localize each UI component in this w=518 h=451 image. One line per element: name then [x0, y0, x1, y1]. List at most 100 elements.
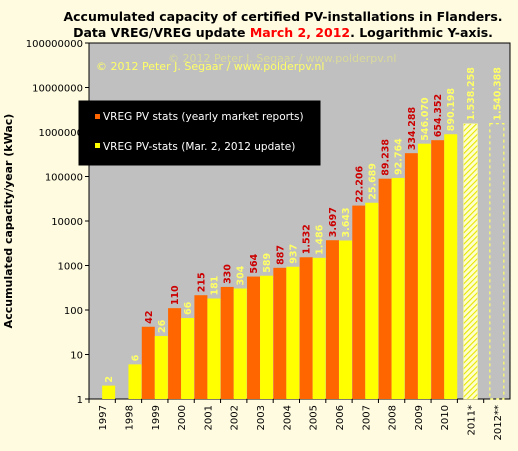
x-tick-label: 2010: [440, 405, 451, 430]
bar-value-label: 887: [275, 245, 286, 265]
bar-value-label: 25.689: [367, 163, 378, 200]
chart-subtitle: Data VREG/VREG update March 2, 2012. Log…: [73, 25, 493, 40]
chart-title: Accumulated capacity of certified PV-ins…: [63, 9, 502, 24]
y-tick-label: 1: [77, 395, 83, 406]
bar-value-label: 334.288: [407, 107, 418, 151]
x-tick-label: 2005: [309, 405, 320, 430]
x-tick-label: 1998: [124, 405, 135, 430]
bar-value-label: 110: [170, 285, 181, 305]
x-tick-label: 2003: [256, 405, 267, 430]
y-axis: 1 10 100 1000 10000 100000 1000000 10000000 1000…: [26, 39, 89, 406]
x-tick-label: 2000: [177, 405, 188, 430]
bar-market-report: [220, 286, 234, 399]
bar-value-label: 92.764: [394, 138, 405, 175]
bar-market-report: [404, 153, 418, 399]
bar-value-label: 890.198: [446, 88, 457, 132]
x-tick-label: 1999: [151, 405, 162, 430]
bar-value-label: 22.206: [354, 166, 365, 203]
x-tick-label: 2009: [414, 405, 425, 430]
subtitle-date: March 2, 2012: [250, 25, 350, 40]
y-tick-label: 1000000: [38, 128, 83, 139]
bar-value-label: 564: [249, 253, 260, 273]
bar-update-2012: [444, 134, 458, 399]
watermark-ghost: © 2012 Peter J. Segaar / www.polderpv.nl: [168, 52, 396, 65]
bar-update-2012: [154, 336, 168, 399]
bar-update-2012: [417, 143, 431, 399]
x-tick-label: 2007: [361, 405, 372, 430]
bar-value-label: 589: [262, 253, 273, 273]
bar-market-report: [247, 276, 261, 399]
y-tick-label: 100: [64, 306, 83, 317]
bar-value-label: 937: [288, 244, 299, 264]
bar-update-2012: [102, 385, 116, 399]
bar-value-label: 2: [104, 376, 115, 383]
projection-value-label: 1.538.258: [466, 67, 477, 121]
x-tick-label: 2002: [230, 405, 241, 430]
legend-label-orange: VREG PV stats (yearly market reports): [103, 111, 304, 123]
y-tick-label: 1000: [58, 262, 83, 273]
legend: VREG PV stats (yearly market reports) VR…: [78, 100, 321, 166]
bar-value-label: 6: [130, 354, 141, 361]
bar-update-2012: [181, 318, 195, 399]
legend-swatch-orange: [95, 114, 100, 119]
legend-swatch-yellow: [95, 143, 100, 148]
x-axis: 1997 1998 1999 2000 2001 2002 2003 2004 2005 2006…: [88, 399, 504, 440]
bar-market-report: [325, 240, 339, 399]
x-tick-label: 1997: [98, 405, 109, 430]
y-tick-label: 10: [70, 351, 83, 362]
bar-update-2012: [233, 288, 247, 399]
bar-market-report: [299, 257, 313, 399]
bar-market-report: [352, 205, 366, 399]
bar-update-2012: [207, 298, 221, 399]
bar-update-2012: [338, 240, 352, 399]
bar-value-label: 3.697: [328, 207, 339, 237]
bar-value-label: 546.070: [420, 97, 431, 141]
x-tick-label: 2001: [203, 405, 214, 430]
bar-value-label: 304: [236, 265, 247, 285]
bar-value-label: 654.352: [433, 94, 444, 137]
bar-value-label: 66: [183, 301, 194, 315]
bar-value-label: 1.532: [302, 224, 313, 254]
y-tick-label: 100000: [45, 173, 83, 184]
x-tick-label: 2008: [388, 405, 399, 430]
legend-label-yellow: VREG PV-stats (Mar. 2, 2012 update): [103, 141, 295, 153]
bars: [102, 123, 505, 400]
bar-update-2012: [260, 275, 274, 399]
bar-market-report: [194, 295, 208, 399]
y-tick-label: 10000: [51, 217, 83, 228]
bar-value-label: 181: [209, 276, 220, 296]
bar-value-label: 330: [223, 264, 234, 284]
y-axis-label: Accumulated capacity/year (kWac): [2, 114, 15, 329]
bar-update-2012: [365, 202, 379, 399]
bar-market-report: [168, 308, 182, 399]
bar-market-report: [141, 326, 155, 399]
subtitle-prefix: Data VREG/VREG update: [73, 25, 250, 40]
bar-update-2012: [312, 257, 326, 399]
bar-market-report: [273, 267, 287, 399]
bar-value-label: 89.238: [381, 139, 392, 176]
bar-value-label: 42: [144, 311, 155, 324]
x-tick-label: 2006: [335, 405, 346, 430]
bar-update-2012: [128, 364, 142, 399]
projection-bar-2012: [489, 123, 505, 400]
legend-box: [78, 100, 321, 166]
projection-value-label: 1.540.388: [492, 67, 503, 121]
x-tick-label: 2004: [282, 405, 293, 430]
bar-market-report: [378, 178, 392, 399]
projection-bar-2011: [463, 123, 478, 400]
bar-value-label: 1.486: [315, 224, 326, 254]
bar-update-2012: [286, 266, 300, 399]
x-tick-label: 2011*: [467, 405, 478, 435]
bar-value-label: 3.643: [341, 207, 352, 237]
subtitle-suffix: . Logarithmic Y-axis.: [350, 25, 493, 40]
watermark: © 2012 Peter J. Segaar / www.polderpv.nl: [96, 60, 324, 73]
bar-value-label: 26: [157, 319, 168, 333]
bar-value-label: 215: [196, 272, 207, 292]
x-tick-label: 2012**: [493, 405, 504, 440]
bar-market-report: [431, 140, 445, 399]
y-tick-label: 10000000: [32, 84, 83, 95]
y-tick-label: 100000000: [26, 39, 83, 50]
bar-update-2012: [391, 177, 405, 399]
